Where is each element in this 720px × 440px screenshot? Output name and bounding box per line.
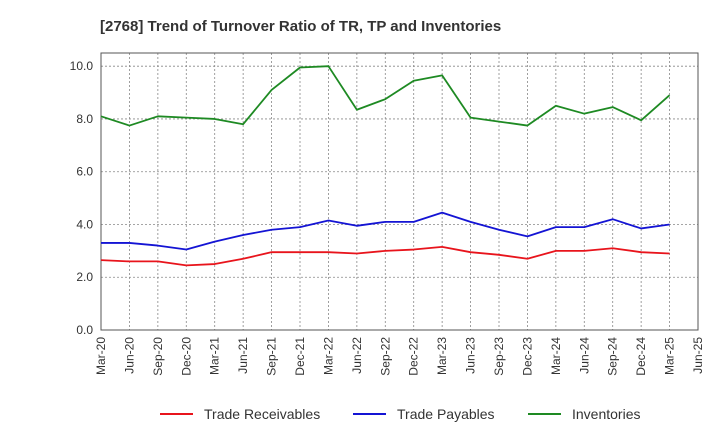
x-tick-label: Dec-22 (407, 337, 421, 376)
x-tick-label: Jun-22 (350, 337, 364, 374)
plot-area-frame (100, 52, 699, 331)
series-line-trade-receivables (100, 245, 670, 267)
grid-lines (101, 53, 698, 330)
x-tick-label: Jun-25 (691, 337, 705, 374)
y-tick-label: 10.0 (70, 59, 94, 73)
x-tick-label: Mar-20 (94, 337, 108, 375)
x-tick-label: Mar-24 (549, 337, 563, 375)
x-tick-label: Dec-23 (520, 337, 534, 376)
x-tick-label: Sep-21 (265, 337, 279, 376)
x-tick-label: Jun-20 (122, 337, 136, 374)
x-tick-label: Mar-22 (321, 337, 335, 375)
x-tick-label: Mar-25 (663, 337, 677, 375)
x-tick-label: Dec-20 (179, 337, 193, 376)
x-tick-label: Jun-21 (236, 337, 250, 374)
y-tick-label: 8.0 (76, 112, 93, 126)
legend-label: Trade Payables (397, 406, 495, 422)
x-tick-label: Jun-24 (577, 337, 591, 374)
x-tick-label: Sep-23 (492, 337, 506, 376)
x-axis-tick-labels: Mar-20 Jun-20 Sep-20 Dec-20 Mar-21 Jun-21 Sep-… (94, 337, 705, 376)
x-tick-label: Mar-23 (435, 337, 449, 375)
y-axis-tick-labels: 0.0 2.0 4.0 6.0 8.0 10.0 (70, 59, 94, 337)
y-tick-label: 0.0 (76, 323, 93, 337)
series-line-inventories (100, 65, 671, 127)
x-tick-label: Sep-20 (151, 337, 165, 376)
chart-title: [2768] Trend of Turnover Ratio of TR, TP… (100, 18, 501, 35)
y-tick-label: 6.0 (76, 165, 93, 179)
x-tick-label: Dec-24 (634, 337, 648, 376)
x-tick-label: Dec-21 (293, 337, 307, 376)
y-tick-label: 2.0 (76, 270, 93, 284)
series-line-trade-payables (101, 211, 670, 251)
series-lines (100, 65, 671, 267)
x-tick-label: Jun-23 (464, 337, 478, 374)
x-tick-label: Mar-21 (208, 337, 222, 375)
x-tick-label: Sep-24 (606, 337, 620, 376)
legend-label: Trade Receivables (204, 406, 320, 422)
y-tick-label: 4.0 (76, 217, 93, 231)
legend: Trade Receivables Trade Payables Inventori… (160, 406, 640, 422)
x-tick-label: Sep-22 (378, 337, 392, 376)
legend-label: Inventories (572, 406, 640, 422)
